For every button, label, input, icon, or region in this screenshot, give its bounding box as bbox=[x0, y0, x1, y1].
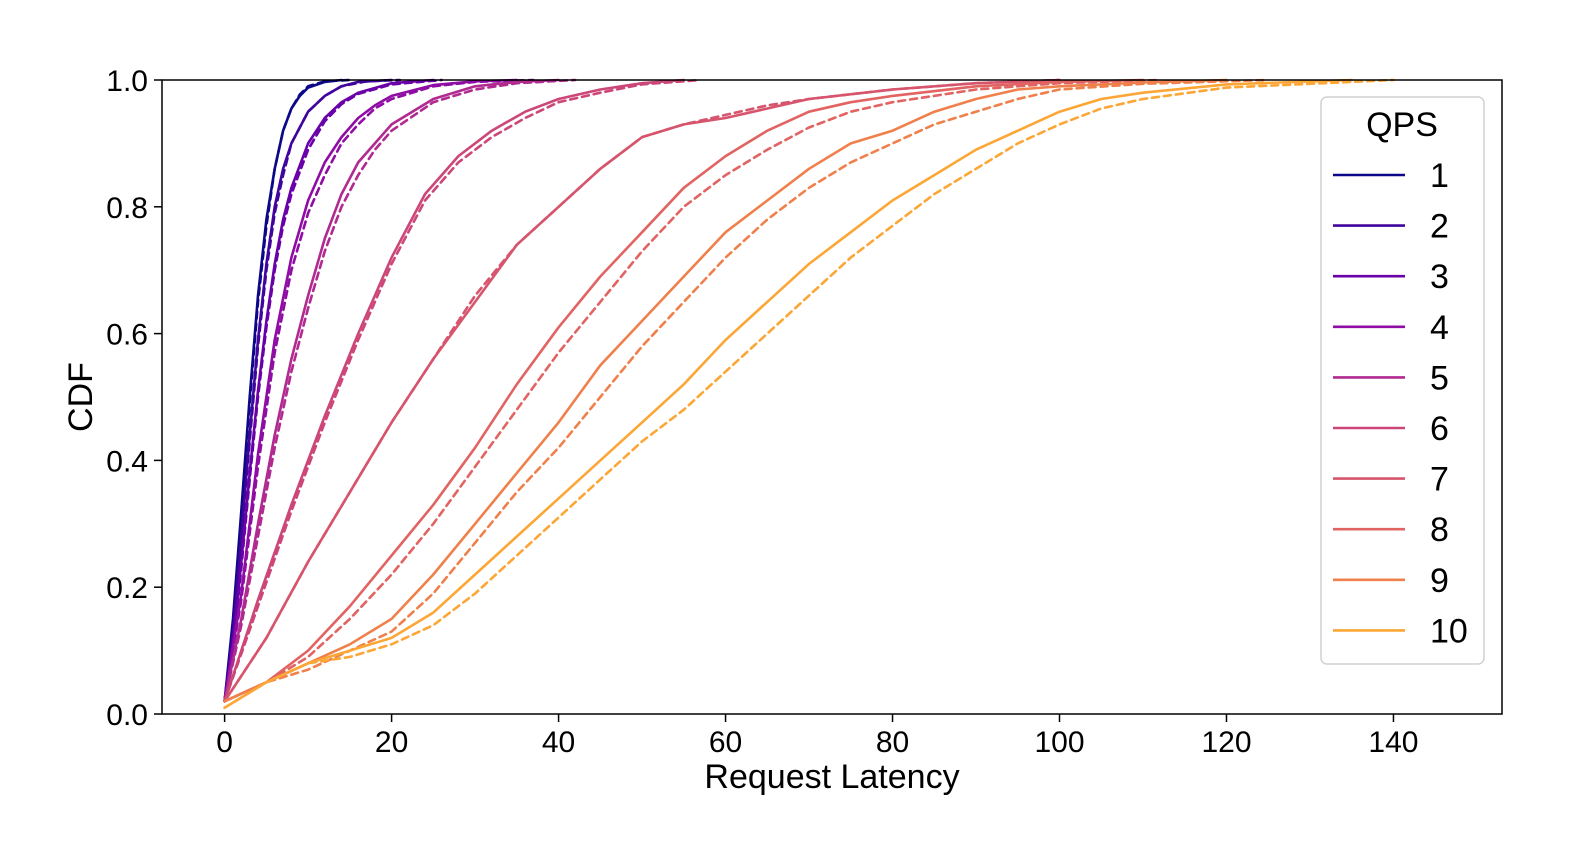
x-tick-label: 120 bbox=[1201, 726, 1251, 759]
y-tick-label: 0.0 bbox=[106, 699, 148, 732]
x-tick-label: 100 bbox=[1034, 726, 1084, 759]
series-9-dashed-line bbox=[223, 78, 1270, 703]
series-2-solid-line bbox=[223, 78, 393, 703]
legend-label-5: 5 bbox=[1430, 359, 1449, 397]
series-6-solid-line bbox=[223, 78, 686, 703]
plot-frame bbox=[161, 79, 1503, 715]
series-9-solid-line bbox=[223, 78, 1228, 703]
series-8-solid-line bbox=[223, 78, 1145, 703]
series-10-solid-line bbox=[223, 78, 1353, 709]
legend-title: QPS bbox=[1366, 106, 1438, 144]
x-axis-ticks: 0 20 40 60 80 100 120 140 bbox=[216, 714, 1418, 759]
legend: QPS 1 2 3 4 5 6 7 8 9 10 bbox=[1320, 96, 1485, 665]
legend-items: 1 2 3 4 5 6 7 8 9 10 bbox=[1333, 157, 1468, 650]
x-tick-label: 40 bbox=[542, 726, 575, 759]
legend-label-1: 1 bbox=[1430, 157, 1449, 195]
y-tick-label: 0.6 bbox=[106, 319, 148, 352]
x-tick-label: 60 bbox=[709, 726, 742, 759]
y-tick-label: 0.4 bbox=[106, 445, 148, 478]
series-3-solid-line bbox=[223, 78, 435, 703]
series-4-dashed-line bbox=[223, 78, 535, 703]
legend-box bbox=[1320, 96, 1485, 665]
legend-label-3: 3 bbox=[1430, 258, 1449, 296]
x-tick-label: 20 bbox=[375, 726, 408, 759]
x-tick-label: 0 bbox=[216, 726, 233, 759]
series-1-solid-line bbox=[223, 78, 343, 703]
x-tick-label: 80 bbox=[876, 726, 909, 759]
x-tick-label: 140 bbox=[1368, 726, 1418, 759]
series-lines bbox=[223, 78, 1395, 709]
legend-label-9: 9 bbox=[1430, 562, 1449, 600]
legend-label-6: 6 bbox=[1430, 410, 1449, 448]
y-tick-label: 1.0 bbox=[106, 65, 148, 98]
series-7-solid-line bbox=[223, 78, 1061, 703]
y-axis-ticks: 0.0 0.2 0.4 0.6 0.8 1.0 bbox=[106, 65, 162, 732]
x-axis-label: Request Latency bbox=[704, 758, 959, 796]
series-10-dashed-line bbox=[223, 78, 1395, 709]
series-4-solid-line bbox=[223, 78, 519, 703]
legend-label-10: 10 bbox=[1430, 612, 1468, 650]
legend-label-2: 2 bbox=[1430, 208, 1449, 246]
y-tick-label: 0.8 bbox=[106, 192, 148, 225]
series-5-dashed-line bbox=[223, 78, 577, 703]
legend-label-8: 8 bbox=[1430, 511, 1449, 549]
series-5-solid-line bbox=[223, 78, 560, 703]
y-tick-label: 0.2 bbox=[106, 572, 148, 605]
legend-label-4: 4 bbox=[1430, 309, 1449, 347]
y-axis-label: CDF bbox=[62, 362, 100, 432]
legend-label-7: 7 bbox=[1430, 461, 1449, 499]
series-8-dashed-line bbox=[223, 78, 1161, 703]
series-6-dashed-line bbox=[223, 78, 702, 703]
